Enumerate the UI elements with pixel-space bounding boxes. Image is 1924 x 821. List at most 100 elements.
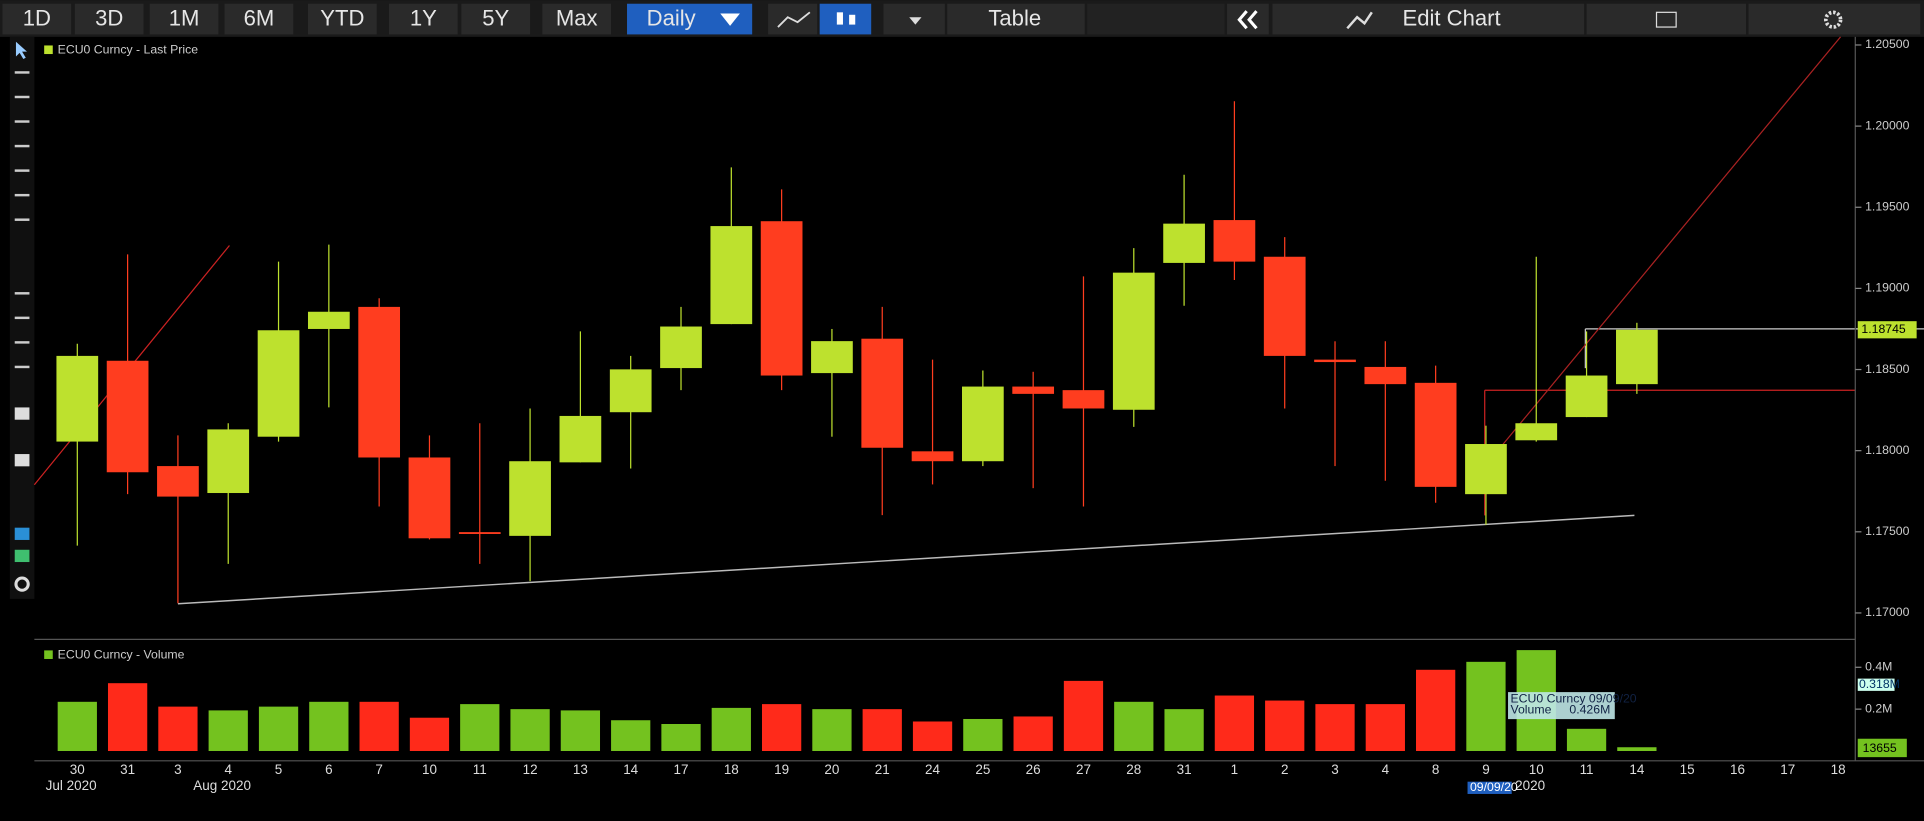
candle-body	[962, 386, 1004, 462]
volume-bar	[309, 701, 349, 752]
tool-icon[interactable]	[14, 316, 30, 320]
range-button[interactable]	[388, 3, 458, 35]
volume-bar	[963, 718, 1003, 752]
date-tag	[1467, 781, 1512, 794]
edit-label: Edit Chart	[1403, 6, 1501, 31]
candle-body	[1565, 375, 1608, 418]
x-tick-label: 10	[422, 762, 437, 777]
candle-body	[56, 355, 99, 442]
tool-icon[interactable]	[14, 454, 30, 467]
tool-icon[interactable]	[14, 144, 30, 148]
x-tick-label: 5	[275, 762, 283, 777]
tool-icon[interactable]	[14, 193, 30, 197]
tool-icon[interactable]	[14, 218, 30, 221]
y-tick-label: 1.19000	[1865, 281, 1910, 295]
candle-body	[1314, 359, 1356, 363]
x-tick-label: 18	[724, 762, 739, 777]
candle-body	[710, 226, 753, 325]
y-tick-label: 1.19500	[1865, 199, 1910, 213]
volume-bar	[912, 721, 953, 752]
settings-button[interactable]	[1748, 3, 1921, 35]
tool-icon[interactable]	[14, 95, 30, 99]
candle-body	[157, 466, 199, 497]
range-button[interactable]	[542, 3, 612, 35]
tool-icon[interactable]	[14, 549, 30, 563]
x-tick-label: 4	[224, 762, 232, 777]
volume-bar	[1365, 704, 1405, 752]
x-tick-label: 8	[1432, 762, 1440, 777]
tool-icon[interactable]	[14, 169, 30, 172]
x-tick-label: 28	[1126, 762, 1141, 777]
tool-icon[interactable]	[14, 341, 30, 344]
volume-tag	[1857, 678, 1895, 691]
volume-bar	[862, 709, 902, 752]
pointer-tool[interactable]	[15, 41, 27, 59]
volume-bar	[158, 706, 198, 752]
volume-bar	[1315, 704, 1355, 752]
tool-icon[interactable]	[14, 527, 30, 540]
candle-body	[1213, 220, 1256, 262]
candle-body	[458, 532, 501, 534]
annotate-button[interactable]	[1586, 3, 1747, 35]
volume-bar	[1114, 701, 1154, 752]
volume-tag-label: 13655	[1863, 741, 1897, 755]
table-button[interactable]	[947, 3, 1085, 35]
x-tick-label: 3	[174, 762, 181, 777]
y-tick-label: 1.18500	[1865, 362, 1910, 376]
candle-icon	[849, 14, 856, 25]
candle-body	[358, 306, 401, 458]
range-button[interactable]	[461, 3, 531, 35]
volume-bar	[1416, 669, 1456, 752]
volume-bar	[359, 701, 399, 752]
tool-icon[interactable]	[14, 120, 30, 123]
range-button[interactable]	[224, 3, 294, 35]
x-tick-label: 17	[1780, 762, 1795, 777]
range-button[interactable]	[74, 3, 144, 35]
tooltip-name: Volume	[1510, 703, 1551, 717]
candle-body	[1012, 386, 1055, 394]
x-tick-label: 27	[1076, 762, 1091, 777]
volume-bar	[711, 707, 751, 752]
x-tick-label: 11	[1580, 762, 1594, 777]
volume-bar	[812, 709, 852, 752]
tool-icon[interactable]	[14, 292, 30, 295]
x-tick-label: 18	[1831, 762, 1846, 777]
volume-bar	[57, 701, 97, 752]
volume-bar	[1164, 709, 1204, 752]
month-label: Aug 2020	[193, 778, 251, 793]
volume-bar	[1566, 728, 1607, 752]
x-tick-label: 17	[674, 762, 689, 777]
annotations	[33, 36, 1924, 762]
volume-bar	[1617, 747, 1657, 752]
x-tick-label: 12	[523, 762, 538, 777]
x-tick-label: 26	[1026, 762, 1041, 777]
volume-bar	[761, 704, 802, 752]
tool-icon[interactable]	[14, 407, 30, 420]
candle-button[interactable]	[819, 3, 872, 35]
x-tick-label: 24	[925, 762, 940, 777]
range-button[interactable]	[149, 3, 219, 35]
candle-body	[609, 369, 652, 413]
candle-body	[1465, 444, 1507, 495]
period-arrow	[720, 13, 740, 26]
volume-bar	[510, 709, 550, 752]
volume-bar	[409, 717, 450, 752]
y-tick-label: 0.4M	[1865, 660, 1892, 674]
x-tick-label: 14	[1629, 762, 1644, 777]
range-label: 5Y	[482, 6, 509, 31]
blank-field	[1087, 3, 1225, 35]
range-button[interactable]	[2, 3, 72, 35]
range-button[interactable]	[307, 3, 377, 35]
edit-button[interactable]	[1272, 3, 1585, 35]
chart-title: ECU0 Curncy - Volume	[58, 648, 185, 662]
x-tick-label: 4	[1382, 762, 1390, 777]
volume-bar	[460, 704, 500, 752]
candle-body	[760, 221, 803, 376]
tool-icon[interactable]	[14, 576, 30, 592]
edit-icon	[1346, 11, 1373, 30]
range-label: 1M	[169, 6, 200, 31]
tool-icon[interactable]	[14, 71, 30, 74]
candle-body	[1414, 382, 1457, 487]
y-tick-label: 0.2M	[1865, 701, 1892, 715]
tool-icon[interactable]	[14, 365, 30, 369]
